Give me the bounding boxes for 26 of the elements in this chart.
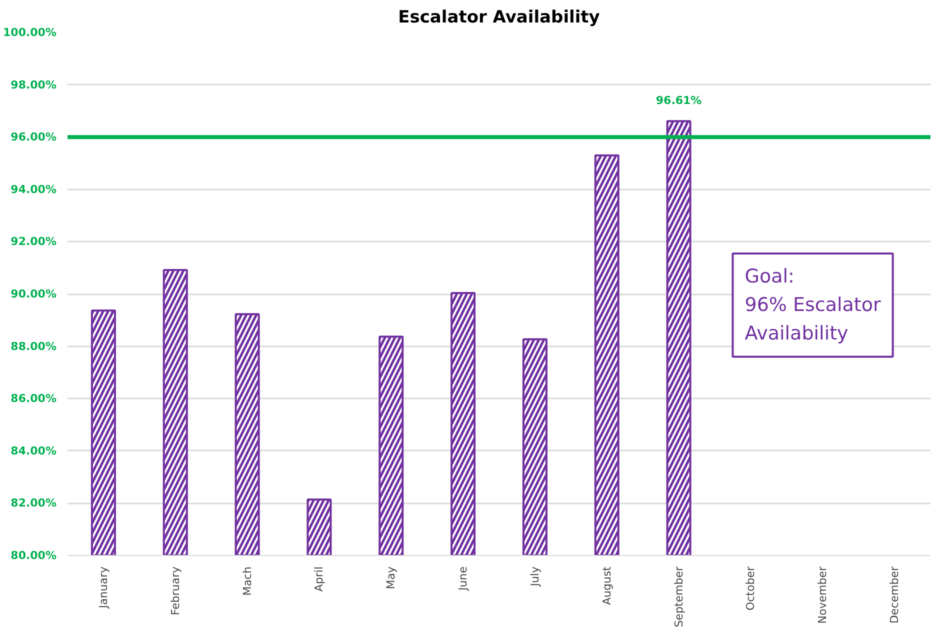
y-tick-label: 92.00%	[10, 235, 57, 248]
y-tick-label: 94.00%	[10, 182, 57, 196]
y-tick-label: 100.00%	[3, 26, 57, 39]
annotation: Goal: 96% Escalator Availability	[744, 266, 881, 345]
y-tick-label: 98.00%	[10, 78, 57, 92]
x-tick-label: May	[384, 566, 398, 590]
x-tick-label: October	[744, 566, 758, 611]
x-tick-label: January	[96, 566, 110, 610]
data-label: 96.61%	[656, 94, 702, 108]
y-tick-label: 84.00%	[10, 444, 57, 458]
chart-title: Escalator Availability	[398, 8, 600, 28]
y-tick-label: 90.00%	[10, 288, 57, 300]
x-tick-label: April	[312, 566, 326, 592]
y-tick-label: 80.00%	[10, 549, 57, 562]
x-tick-label: June	[456, 566, 470, 592]
y-tick-label: 88.00%	[10, 340, 57, 353]
y-tick-label: 96.00%	[10, 130, 57, 144]
y-tick-label: 86.00%	[10, 392, 57, 406]
x-tick-label: February	[168, 566, 182, 616]
x-tick-label: Mach	[240, 566, 254, 596]
x-tick-label: December	[888, 566, 902, 624]
x-tick-label: November	[816, 566, 830, 624]
y-tick-label: 82.00%	[10, 496, 57, 510]
x-tick-label: August	[600, 566, 614, 605]
x-tick-label: September	[672, 566, 686, 628]
x-tick-label: July	[528, 566, 542, 588]
